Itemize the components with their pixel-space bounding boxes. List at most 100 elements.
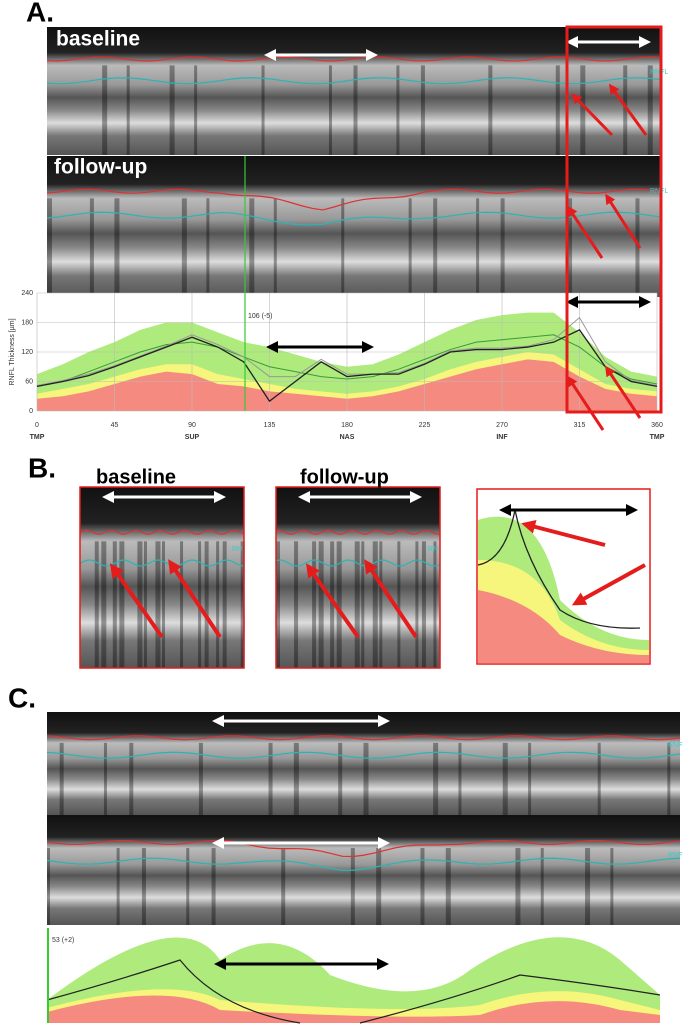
crop-frame: [79, 486, 245, 669]
oct-image: [276, 487, 440, 668]
vessel-shadow: [143, 541, 147, 668]
rnfl-boundary: [46, 751, 681, 759]
vessel-shadow: [103, 742, 107, 815]
vessel-shadow: [101, 541, 107, 668]
vessel-shadow: [47, 848, 50, 925]
vessel-shadow: [420, 848, 425, 925]
x-sector-label: NAS: [340, 434, 355, 441]
ilm-boundary: [46, 839, 681, 858]
vessel-shadow: [162, 541, 165, 668]
vessel-shadow: [194, 65, 198, 155]
layers: RNFL RNFL 0 60 120 180 240 0 45 90 135 180 225 270 315…: [9, 25, 683, 1024]
vessel-shadow: [397, 541, 401, 668]
zoom-band: [478, 590, 649, 663]
vessel-shadow: [396, 65, 400, 155]
rnfl-boundary: [46, 211, 661, 226]
vessel-shadow: [610, 848, 614, 925]
y-tick-label: 60: [25, 378, 33, 385]
panel-label: A.: [26, 0, 54, 27]
vessel-shadow: [169, 65, 175, 155]
highlight-box: [565, 25, 663, 414]
x-sector-label: INF: [496, 434, 508, 441]
ilm-boundary: [275, 529, 441, 535]
vessel-shadow: [249, 198, 255, 297]
x-tick-label: 0: [35, 422, 39, 429]
vessel-shadow: [433, 541, 437, 668]
vessel-shadow: [420, 65, 425, 155]
panel-label: C.: [8, 682, 36, 713]
y-tick-label: 120: [21, 349, 33, 356]
vessel-shadow: [180, 541, 184, 668]
vessel-shadow: [336, 541, 342, 668]
image-label: follow-up: [54, 156, 147, 179]
vessel-shadow: [341, 198, 345, 297]
arrow: [567, 375, 605, 431]
panel-label: B.: [28, 452, 56, 483]
rnfl-boundary: [46, 857, 681, 872]
image-label: baseline: [56, 28, 140, 51]
vessel-shadow: [222, 541, 227, 668]
arrow: [567, 205, 604, 259]
vessel-shadow: [330, 541, 335, 668]
vessel-shadow: [635, 198, 640, 297]
layer-label: RNFL: [650, 69, 668, 76]
y-tick-label: 0: [29, 408, 33, 415]
arrow: [605, 365, 642, 419]
vessel-shadow: [540, 848, 544, 925]
vessel-shadow: [216, 541, 220, 668]
vessel-shadow: [281, 848, 286, 925]
vessel-shadow: [186, 848, 190, 925]
vessel-shadow: [502, 742, 508, 815]
vessel-shadow: [353, 65, 358, 155]
line-c: [46, 959, 661, 1024]
thickness-line: [36, 329, 658, 403]
vessel-shadow: [515, 848, 521, 925]
zoom-line: [477, 509, 641, 629]
vessel-shadow: [338, 742, 343, 815]
vessel-shadow: [568, 198, 573, 297]
vessel-shadow: [580, 65, 586, 155]
arrow: [605, 193, 642, 249]
vessel-shadow: [89, 198, 94, 297]
vessel-shadow: [361, 541, 365, 668]
vessel-shadow: [294, 541, 299, 668]
ilm-boundary: [79, 529, 245, 535]
vessel-shadow: [500, 198, 505, 297]
oct-image: [47, 156, 660, 297]
y-tick-label: 180: [21, 319, 33, 326]
x-tick-label: 270: [496, 422, 508, 429]
vessel-shadow: [206, 198, 210, 297]
layer-label: RNFL: [668, 852, 683, 859]
vessel-shadow: [597, 742, 601, 815]
vessel-shadow: [211, 848, 216, 925]
vessel-shadow: [268, 742, 273, 815]
x-tick-label: 360: [651, 422, 663, 429]
annotation: 106 (-5): [248, 313, 273, 320]
vessel-shadow: [312, 541, 317, 668]
thickness-line: [36, 334, 658, 387]
vessel-shadow: [376, 848, 382, 925]
rnfl-boundary: [79, 559, 245, 567]
rnfl-boundary: [46, 77, 661, 85]
vessel-shadow: [155, 541, 161, 668]
arrow: [305, 563, 360, 639]
vessel-shadow: [458, 742, 462, 815]
vessel-shadow: [647, 65, 653, 155]
vessel-shadow: [623, 65, 628, 155]
vessel-shadow: [116, 848, 120, 925]
arrow: [608, 83, 648, 136]
vessel-shadow: [408, 198, 412, 297]
vessel-shadow: [181, 198, 187, 297]
rnfl-boundary: [275, 559, 441, 567]
x-tick-label: 135: [264, 422, 276, 429]
arrow: [571, 563, 646, 606]
x-tick-label: 45: [111, 422, 119, 429]
layer-label: RNFL: [668, 742, 683, 749]
x-sector-label: TMP: [650, 434, 665, 441]
vessel-shadow: [488, 65, 493, 155]
vessel-shadow: [102, 65, 108, 155]
crop-frame: [275, 486, 441, 669]
vessel-shadow: [204, 541, 209, 668]
arrow: [109, 563, 164, 639]
